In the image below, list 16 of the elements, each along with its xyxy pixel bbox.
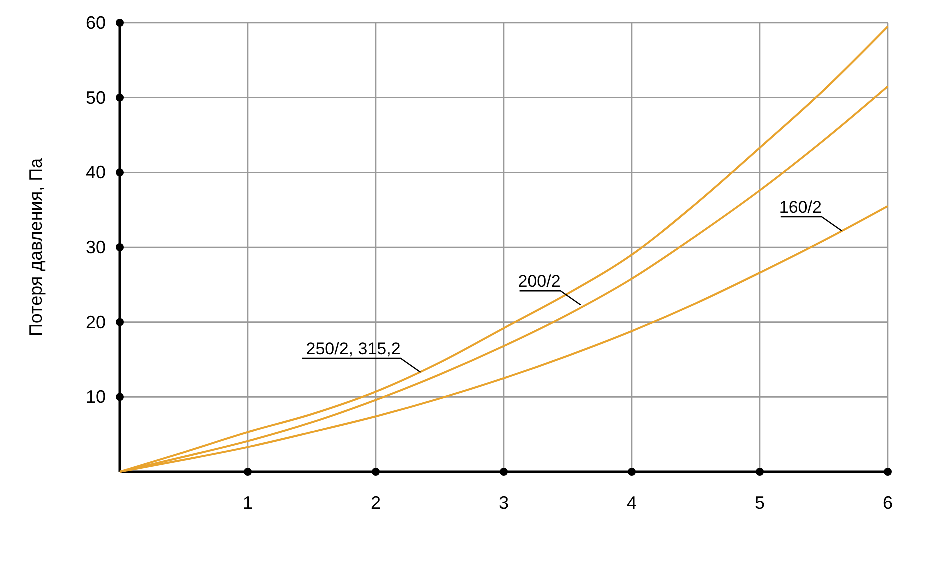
x-tick-label: 4 [626,493,638,513]
x-tick-label: 5 [754,493,766,513]
y-tick-label: 50 [86,88,106,108]
x-tick-label: 3 [498,493,510,513]
annotation: 200/2 [518,272,561,292]
y-tick-label: 30 [86,238,106,258]
x-tick-label: 1 [242,493,254,513]
y-tick-label: 10 [86,387,106,408]
x-tick-label: 2 [370,493,382,513]
y-tick-label: 60 [86,13,106,33]
x-tick-label: 6 [882,493,894,513]
y-axis-title: Потеря давления, Па [26,157,46,337]
annotation: 160/2 [779,198,822,218]
annotation: 250/2, 315,2 [306,339,401,358]
y-tick-label: 20 [86,312,106,332]
y-tick-label: 40 [86,162,106,183]
